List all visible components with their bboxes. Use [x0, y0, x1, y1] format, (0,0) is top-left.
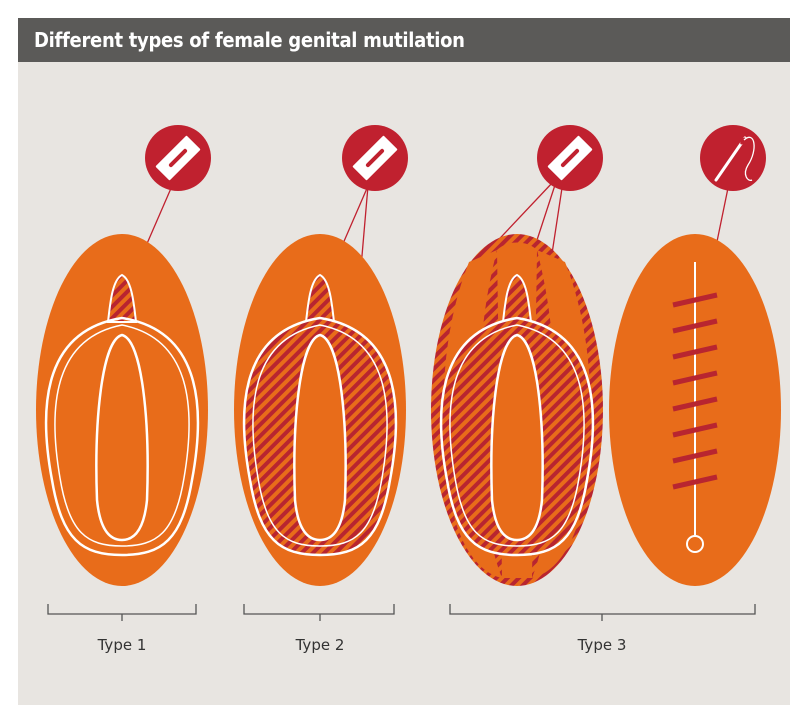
diagram: Type 1 Type 2 Type 3 [0, 0, 810, 720]
type-label: Type 2 [295, 636, 345, 654]
razor-icon [145, 125, 211, 191]
needle-icon [700, 125, 766, 191]
type-3a-figure [431, 234, 603, 586]
header-title: Different types of female genital mutila… [18, 18, 790, 62]
type-label: Type 3 [577, 636, 627, 654]
razor-icon [342, 125, 408, 191]
type-3b-figure [609, 234, 781, 586]
type-1-figure [36, 234, 208, 586]
infographic: Type 1 Type 2 Type 3 Different types of … [0, 0, 810, 720]
type-label: Type 1 [97, 636, 147, 654]
razor-icon [537, 125, 603, 191]
type-2-figure [234, 234, 406, 586]
